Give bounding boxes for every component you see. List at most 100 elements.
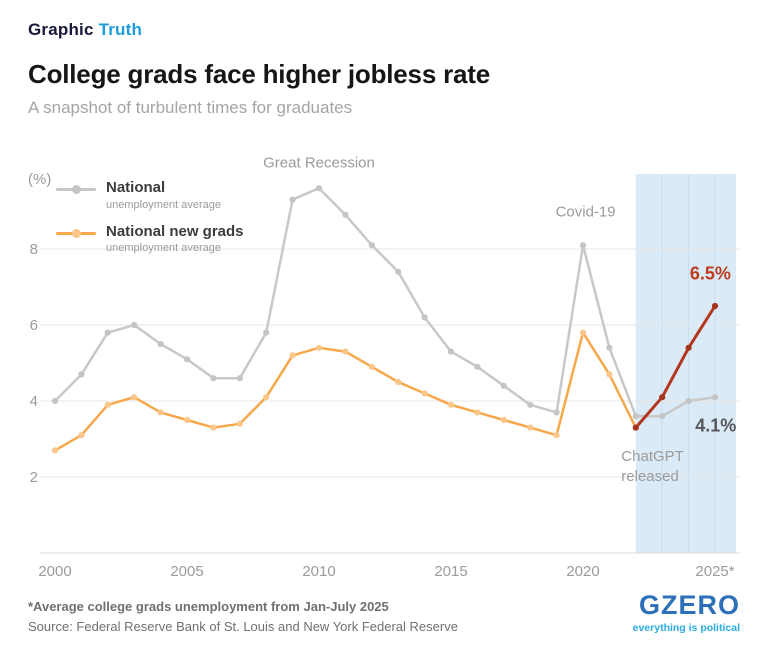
highlight-band bbox=[635, 174, 737, 553]
data-point-series-0 bbox=[368, 242, 375, 249]
legend-item-new-grads: National new grads unemployment average bbox=[56, 222, 244, 254]
data-point-series-1 bbox=[210, 424, 217, 431]
kicker-primary: Graphic bbox=[28, 20, 94, 39]
data-point-series-0 bbox=[474, 363, 481, 370]
data-point-series-0 bbox=[263, 329, 270, 336]
data-point-series-1 bbox=[104, 401, 111, 408]
data-point-series-0 bbox=[236, 375, 243, 382]
chart-area: 2 4 6 8 2000 2005 2010 2015 2020 2025* (%) Great Re… bbox=[0, 140, 768, 585]
data-point-series-1 bbox=[315, 344, 323, 351]
data-point-series-1 bbox=[474, 409, 481, 416]
data-point-series-0 bbox=[500, 382, 507, 389]
series-line-2 bbox=[634, 304, 717, 430]
annotation: Great Recession bbox=[263, 154, 375, 171]
x-tick-label: 2015 bbox=[434, 563, 467, 580]
data-point-series-1 bbox=[78, 432, 85, 439]
gzero-tagline: everything is political bbox=[632, 622, 740, 634]
y-tick-label: 6 bbox=[30, 317, 38, 334]
annotation: ChatGPT bbox=[621, 448, 684, 465]
data-point-series-0 bbox=[210, 375, 217, 382]
data-point-series-1 bbox=[263, 394, 270, 401]
legend-title: National bbox=[106, 179, 166, 196]
new-grads-line-swatch bbox=[56, 225, 96, 241]
swatch-dot bbox=[72, 228, 81, 238]
page-title: College grads face higher jobless rate bbox=[28, 59, 490, 89]
data-point-series-0 bbox=[157, 340, 164, 348]
annotation: Covid-19 bbox=[556, 204, 616, 221]
chart-legend: National unemployment average National n… bbox=[56, 179, 244, 254]
data-point-series-0 bbox=[315, 185, 323, 192]
legend-text: National new grads unemployment average bbox=[106, 222, 244, 254]
data-point-series-2 bbox=[685, 344, 692, 351]
annotation: released bbox=[621, 468, 679, 485]
series-line-0 bbox=[53, 186, 717, 418]
data-point-series-1 bbox=[236, 420, 243, 427]
data-point-series-0 bbox=[51, 397, 59, 405]
kicker: Graphic Truth bbox=[28, 20, 740, 40]
data-point-series-0 bbox=[632, 413, 639, 420]
data-point-series-1 bbox=[579, 329, 587, 336]
annotation: 4.1% bbox=[695, 415, 736, 435]
data-point-series-1 bbox=[51, 447, 59, 454]
national-line-swatch bbox=[56, 181, 96, 197]
legend-subtitle: unemployment average bbox=[106, 242, 221, 254]
data-point-series-0 bbox=[421, 314, 428, 321]
header: Graphic Truth College grads face higher … bbox=[28, 20, 740, 118]
x-tick-label: 2000 bbox=[38, 563, 71, 580]
data-point-series-0 bbox=[447, 348, 455, 355]
data-point-series-0 bbox=[659, 413, 666, 420]
x-tick-label: 2010 bbox=[302, 563, 335, 580]
footer-notes: *Average college grads unemployment from… bbox=[28, 599, 458, 634]
y-tick-label: 2 bbox=[30, 469, 38, 486]
data-point-series-1 bbox=[421, 390, 428, 397]
page-subtitle: A snapshot of turbulent times for gradua… bbox=[28, 98, 353, 117]
data-point-series-0 bbox=[711, 394, 719, 401]
data-point-series-2 bbox=[632, 424, 639, 431]
gzero-logo: GZERO everything is political bbox=[632, 590, 740, 635]
annotation: 6.5% bbox=[690, 263, 731, 283]
swatch-dot bbox=[72, 185, 81, 194]
data-point-series-1 bbox=[527, 424, 534, 431]
data-point-series-0 bbox=[527, 401, 534, 408]
data-point-series-1 bbox=[157, 409, 164, 416]
y-tick-label: 4 bbox=[30, 393, 38, 410]
data-point-series-0 bbox=[395, 268, 402, 275]
y-tick-label: 8 bbox=[30, 241, 38, 258]
x-tick-label: 2005 bbox=[170, 563, 203, 580]
data-point-series-0 bbox=[78, 371, 85, 378]
source-credit: Source: Federal Reserve Bank of St. Loui… bbox=[28, 619, 458, 634]
data-point-series-0 bbox=[606, 344, 613, 351]
data-point-series-1 bbox=[183, 416, 191, 424]
legend-subtitle: unemployment average bbox=[106, 198, 221, 211]
data-point-series-1 bbox=[606, 371, 613, 378]
data-point-series-0 bbox=[289, 196, 296, 203]
x-tick-label: 2020 bbox=[566, 563, 599, 580]
data-point-series-0 bbox=[553, 409, 560, 416]
y-axis-unit-label: (%) bbox=[28, 171, 51, 188]
data-point-series-1 bbox=[447, 401, 455, 408]
data-point-series-2 bbox=[659, 394, 666, 401]
data-point-series-0 bbox=[685, 397, 692, 405]
unemployment-line-chart: 2 4 6 8 2000 2005 2010 2015 2020 2025* (%) Great Re… bbox=[28, 154, 740, 580]
data-point-series-0 bbox=[183, 356, 191, 363]
legend-text: National unemployment average bbox=[106, 179, 221, 211]
data-point-series-1 bbox=[553, 432, 560, 439]
data-point-series-1 bbox=[289, 352, 296, 359]
data-point-series-0 bbox=[131, 321, 138, 329]
data-point-series-2 bbox=[711, 302, 719, 310]
data-point-series-1 bbox=[131, 394, 138, 401]
data-point-series-0 bbox=[104, 329, 111, 336]
data-point-series-1 bbox=[342, 348, 349, 355]
data-point-series-0 bbox=[342, 211, 349, 218]
data-point-series-1 bbox=[368, 363, 375, 370]
legend-title: National new grads bbox=[106, 222, 244, 240]
kicker-accent: Truth bbox=[98, 20, 143, 39]
data-point-series-0 bbox=[579, 242, 587, 249]
gzero-logo-text: GZERO bbox=[638, 590, 740, 620]
footer: *Average college grads unemployment from… bbox=[28, 590, 740, 635]
data-point-series-1 bbox=[395, 378, 402, 386]
legend-item-national: National unemployment average bbox=[56, 179, 244, 211]
x-tick-label: 2025* bbox=[695, 563, 734, 580]
data-point-series-1 bbox=[500, 416, 507, 424]
